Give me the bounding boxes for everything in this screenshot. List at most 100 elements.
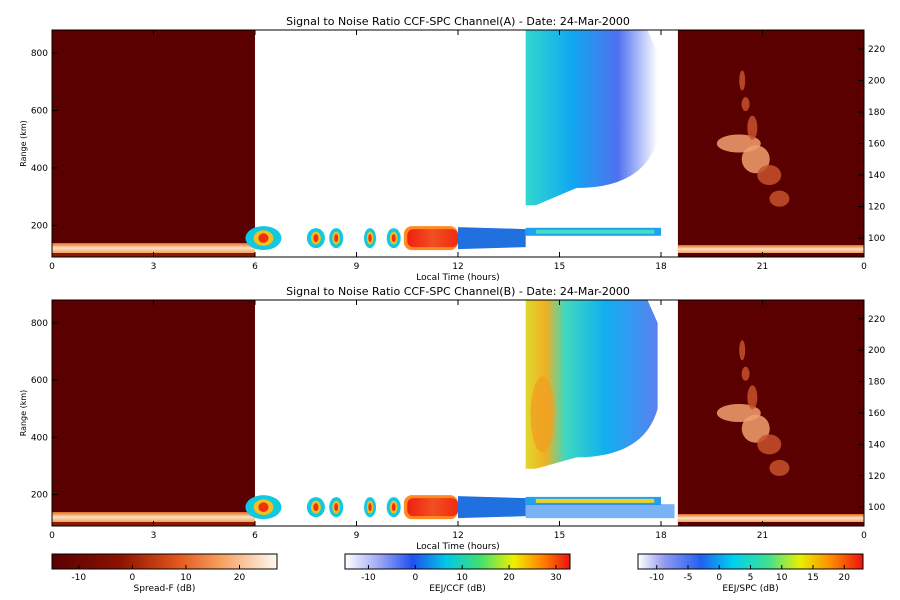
eej-spc-bottom-echo xyxy=(677,245,864,253)
y-tick-label-right: 180 xyxy=(868,108,885,118)
y-tick-label-right: 100 xyxy=(868,503,885,513)
x-tick-label: 0 xyxy=(861,531,867,541)
x-tick-label: 15 xyxy=(554,531,565,541)
x-tick-label: 12 xyxy=(452,531,463,541)
eej-echo-core xyxy=(258,233,269,243)
upper-echo-region xyxy=(525,30,658,206)
y-tick-label-right: 160 xyxy=(868,140,885,150)
y-tick-label-left: 200 xyxy=(31,221,48,231)
colorbar-label: EEJ/SPC (dB) xyxy=(722,584,778,594)
x-tick-label: 9 xyxy=(354,262,360,272)
eej-echo-core xyxy=(258,502,269,512)
colorbar-tick-label: 0 xyxy=(412,573,418,583)
y-tick-label-left: 800 xyxy=(31,49,48,59)
eej-echo-core xyxy=(313,503,319,512)
x-tick-label: 18 xyxy=(655,531,667,541)
y-tick-label-left: 400 xyxy=(31,164,48,174)
y-tick-label-left: 200 xyxy=(31,491,48,501)
x-tick-label: 21 xyxy=(757,531,768,541)
panel-title: Signal to Noise Ratio CCF-SPC Channel(B)… xyxy=(286,285,630,298)
plume-blob xyxy=(741,97,750,112)
colorbar-tick-label: -5 xyxy=(684,573,693,583)
lower-band-core xyxy=(535,498,655,503)
eej-spc-bottom-echo xyxy=(677,514,864,522)
spread-f-bottom-echo xyxy=(52,512,255,522)
x-tick-label: 12 xyxy=(452,262,463,272)
y-tick-label-left: 600 xyxy=(31,376,48,386)
eej-band-blue xyxy=(458,227,526,250)
colorbar-tick-label: 20 xyxy=(503,573,515,583)
colorbar-tick-label: 5 xyxy=(748,573,754,583)
x-axis-label: Local Time (hours) xyxy=(416,273,499,283)
upper-echo-region xyxy=(525,300,658,469)
plume-blob xyxy=(741,145,770,174)
eej-echo-core xyxy=(334,234,339,243)
eej-echo-core xyxy=(368,503,372,512)
y-tick-label-right: 160 xyxy=(868,409,885,419)
y-tick-label-left: 600 xyxy=(31,106,48,116)
y-tick-label-right: 140 xyxy=(868,171,885,181)
eej-band-blue xyxy=(458,496,526,519)
colorbar: -10 0 10 20 30 EEJ/CCF (dB) xyxy=(344,553,571,594)
colorbar-tick-label: 0 xyxy=(129,573,135,583)
y-tick-label-right: 120 xyxy=(868,472,885,482)
plume-blob xyxy=(747,385,758,410)
colorbar-gradient xyxy=(344,553,571,570)
plume-blob xyxy=(741,414,770,443)
x-tick-label: 15 xyxy=(554,262,565,272)
panel-title: Signal to Noise Ratio CCF-SPC Channel(A)… xyxy=(286,15,630,28)
eej-echo-core xyxy=(368,234,372,243)
panel-a: 0 3 6 9 12 15 18 21 0 200 400 600 800 100 120 140 160 180… xyxy=(19,15,885,283)
x-tick-label: 18 xyxy=(655,262,667,272)
y-tick-label-left: 800 xyxy=(31,319,48,329)
plume-blob xyxy=(757,434,782,455)
colorbar-tick-label: 20 xyxy=(234,573,246,583)
x-tick-label: 0 xyxy=(49,531,55,541)
eej-echo-core xyxy=(313,234,319,243)
plume-blob xyxy=(769,190,790,207)
eej-echo-core xyxy=(391,234,396,243)
colorbar-tick-label: -10 xyxy=(649,573,664,583)
colorbar-tick-label: -10 xyxy=(71,573,86,583)
y-tick-label-right: 100 xyxy=(868,234,885,244)
colorbar: -10 0 10 20 Spread-F (dB) xyxy=(51,553,278,594)
eej-echo-core xyxy=(391,503,396,512)
x-tick-label: 21 xyxy=(757,262,768,272)
y-tick-label-right: 200 xyxy=(868,346,885,356)
eej-band-core xyxy=(407,498,458,517)
y-tick-label-right: 180 xyxy=(868,378,885,388)
x-tick-label: 3 xyxy=(151,262,157,272)
x-tick-label: 9 xyxy=(354,531,360,541)
y-tick-label-right: 200 xyxy=(868,76,885,86)
colorbar: -10 -5 0 5 10 15 20 EEJ/SPC (dB) xyxy=(637,553,864,594)
colorbar-label: Spread-F (dB) xyxy=(134,584,196,594)
plume-blob xyxy=(769,459,790,476)
y-tick-label-right: 120 xyxy=(868,203,885,213)
lower-band-core xyxy=(535,229,655,234)
colorbar-tick-label: -10 xyxy=(361,573,376,583)
colorbar-tick-label: 0 xyxy=(716,573,722,583)
spread-f-background xyxy=(52,30,255,257)
colorbar-label: EEJ/CCF (dB) xyxy=(429,584,486,594)
eej-band-core xyxy=(407,229,458,248)
x-tick-label: 6 xyxy=(252,262,258,272)
x-tick-label: 3 xyxy=(151,531,157,541)
colorbar-tick-label: 30 xyxy=(550,573,562,583)
eej-spc-background xyxy=(677,30,864,257)
panel-b: 0 3 6 9 12 15 18 21 0 200 400 600 800 100 120 140 160 180… xyxy=(19,285,885,552)
colorbar-tick-label: 10 xyxy=(180,573,192,583)
colorbar-tick-label: 15 xyxy=(807,573,818,583)
plume-blob xyxy=(739,70,746,91)
plume-blob xyxy=(757,165,782,186)
y-tick-label-left: 400 xyxy=(31,433,48,443)
colorbar-gradient xyxy=(51,553,278,570)
eej-spc-background xyxy=(677,300,864,526)
spread-f-bottom-echo xyxy=(52,243,255,253)
y-tick-label-right: 220 xyxy=(868,315,885,325)
y-tick-label-right: 140 xyxy=(868,440,885,450)
plume-blob xyxy=(741,366,750,381)
lower-band-extra xyxy=(525,504,675,519)
y-tick-label-right: 220 xyxy=(868,45,885,55)
